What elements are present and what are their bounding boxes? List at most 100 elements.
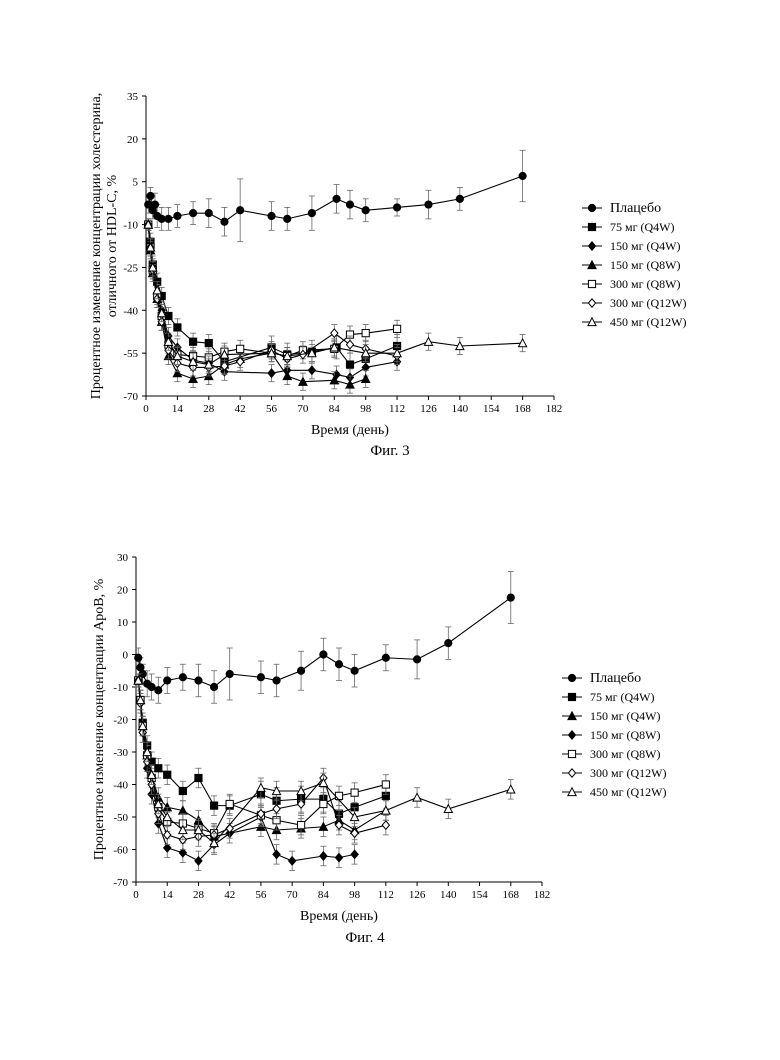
data-point [268,212,275,219]
data-point [413,656,420,663]
data-point [179,787,186,794]
data-point [335,853,342,861]
data-point [268,369,275,377]
data-point [424,338,432,346]
data-point [155,687,162,694]
series-line [148,225,365,385]
data-point [164,677,171,684]
data-point [147,192,154,199]
legend-marker [588,242,595,250]
data-point [382,806,390,814]
data-point [179,674,186,681]
data-point [444,805,452,813]
legend-marker [588,299,595,307]
series-6 [144,219,527,373]
y-tick-label: -55 [123,348,138,360]
data-point [237,207,244,214]
y-tick-label: -25 [123,262,138,274]
data-point [382,821,389,829]
data-point [226,670,233,677]
y-tick-label: 35 [127,91,139,103]
data-point [210,802,217,809]
data-point [382,781,389,788]
data-point [164,771,171,778]
x-tick-label: 42 [224,889,235,901]
data-point [320,651,327,658]
data-point [158,215,165,222]
x-tick-label: 140 [440,889,457,901]
y-tick-label: -10 [123,220,138,232]
data-point [308,366,315,374]
x-tick-label: 168 [514,403,531,415]
data-point [456,195,463,202]
legend-label: 150 мг (Q8W) [590,728,661,742]
x-tick-label: 168 [503,889,520,901]
y-tick-label: -70 [123,391,138,403]
legend-label: Плацебо [590,671,641,686]
data-point [362,207,369,214]
data-point [195,677,202,684]
data-point [151,201,158,208]
legend-label: 150 мг (Q4W) [610,239,681,253]
data-point [393,325,400,332]
data-point [205,340,212,347]
x-axis-label: Время (день) [300,909,378,924]
legend-marker [568,769,575,777]
series-4 [135,674,390,843]
y-tick-label: -60 [113,845,128,857]
data-point [284,215,291,222]
data-point [362,330,369,337]
y-axis-label: Процентное изменение концентрации холест… [89,93,104,399]
data-point [333,195,340,202]
legend-marker [568,731,575,739]
y-tick-label: 30 [117,552,129,564]
data-point [351,850,358,858]
data-point [289,857,296,865]
series-5 [135,674,390,850]
y-tick-label: -70 [113,877,128,889]
x-tick-label: 14 [172,403,184,415]
legend-label: 150 мг (Q8W) [610,258,681,272]
data-point [195,774,202,781]
legend-marker [588,204,595,211]
chart-figure-3: 35205-10-25-40-55-7001428425670849811212… [0,0,780,470]
series-line [138,681,511,844]
y-axis-label: Процентное изменение концентрации ApoB, … [92,578,107,860]
data-point [174,212,181,219]
y-tick-label: -40 [123,305,138,317]
legend-label: 300 мг (Q8W) [590,747,661,761]
y-axis-label: отличного от HDL-C, % [105,174,120,317]
x-tick-label: 84 [318,889,330,901]
data-point [226,800,233,807]
x-tick-label: 28 [193,889,205,901]
data-point [507,785,515,793]
data-point [351,667,358,674]
x-tick-label: 28 [203,403,215,415]
data-point [189,338,196,345]
y-tick-label: 10 [117,617,129,629]
x-tick-label: 182 [546,403,563,415]
data-point [273,850,280,858]
axes: 35205-10-25-40-55-7001428425670849811212… [89,91,562,438]
data-point [174,324,181,331]
data-point [257,674,264,681]
legend-marker [568,674,575,681]
x-tick-label: 112 [389,403,405,415]
legend-label: 150 мг (Q4W) [590,709,661,723]
y-tick-label: 5 [133,177,139,189]
x-tick-label: 126 [420,403,437,415]
y-tick-label: -10 [113,682,128,694]
data-point [165,215,172,222]
data-point [393,204,400,211]
series-line [148,225,397,358]
data-point [135,654,142,661]
x-tick-label: 126 [409,889,426,901]
y-tick-label: -40 [113,780,128,792]
data-point [346,361,353,368]
x-tick-label: 0 [143,403,149,415]
x-tick-label: 154 [471,889,488,901]
legend-label: 300 мг (Q12W) [610,296,687,310]
legend-label: 300 мг (Q12W) [590,766,667,780]
data-point [320,800,327,807]
series-line [138,598,511,691]
